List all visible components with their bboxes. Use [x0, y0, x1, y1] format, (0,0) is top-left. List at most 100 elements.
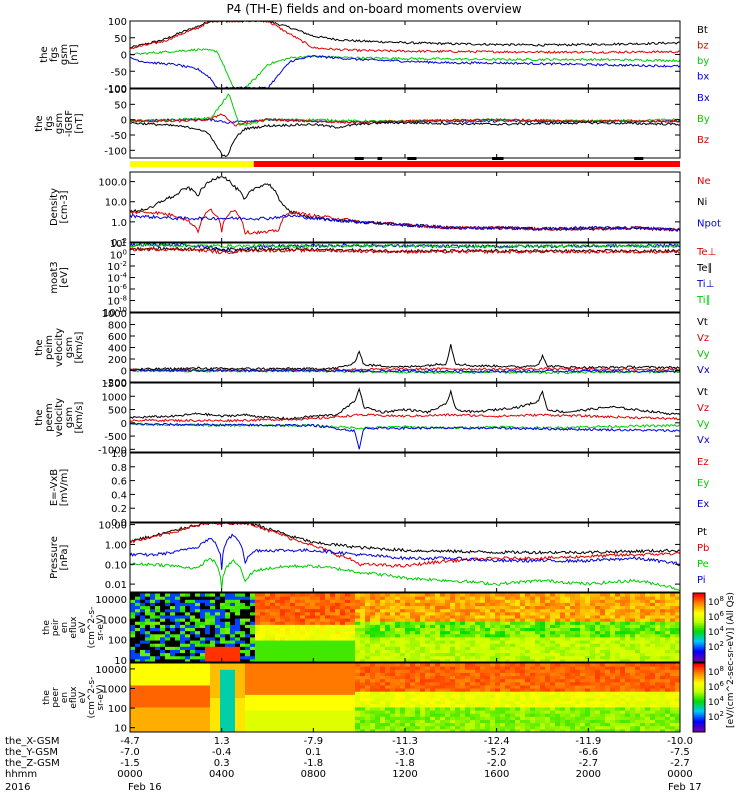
- ylabel-line: the: [34, 115, 45, 131]
- ylabel-line: sr-eV): [96, 684, 106, 710]
- ylabel-line: -IGRF: [64, 110, 75, 137]
- bottom-cell: -11.9: [575, 736, 601, 747]
- legend-item: Vx: [697, 365, 710, 376]
- ytick-label: 100: [108, 17, 127, 28]
- series-By: [130, 93, 680, 126]
- series-Ne: [130, 208, 680, 235]
- ylabel-line: gsm: [59, 44, 70, 65]
- legend-item: Bz: [697, 135, 709, 146]
- series-Vt: [130, 344, 680, 371]
- legend-item: By: [697, 114, 710, 125]
- ytick-label: 1000: [102, 615, 127, 626]
- ylabel-line: the: [39, 46, 50, 62]
- ytick-label: 10-10: [103, 306, 127, 319]
- ylabel-line: Pressure: [49, 536, 60, 579]
- bottom-row-label: the_X-GSM: [5, 736, 59, 747]
- bottom-row-label: hhmm: [5, 769, 37, 780]
- bottom-cell: 1600: [484, 769, 509, 780]
- ytick-label: 0.1: [111, 238, 127, 249]
- ytick-label: -50: [111, 131, 127, 142]
- ytick-label: 10: [114, 724, 127, 735]
- ytick-label: 100.0: [98, 178, 127, 189]
- ylabel-line: fgs: [44, 116, 55, 131]
- ylabel-line: peir: [51, 618, 61, 636]
- bottom-row-label: the_Y-GSM: [5, 747, 58, 758]
- ylabel-line: fgs: [49, 47, 60, 62]
- ytick-label: 100: [108, 636, 127, 647]
- ylabel-line: [km/s]: [74, 331, 85, 363]
- series-Vx: [130, 422, 680, 450]
- heatmap-cells: [130, 663, 681, 733]
- ytick-label: 100: [108, 704, 127, 715]
- ytick-label: 1000: [102, 684, 127, 695]
- ytick-label: 0.8: [111, 463, 127, 474]
- legend-item: Vt: [697, 387, 708, 398]
- ylabel-line: gsm: [64, 407, 75, 428]
- ylabel-line: [km/s]: [74, 401, 85, 433]
- bottom-cell: 2000: [576, 769, 601, 780]
- panel-frame: [129, 452, 681, 523]
- series-Vy: [130, 368, 680, 375]
- legend-item: bz: [697, 41, 709, 52]
- ytick-label: 500: [108, 406, 127, 417]
- date-start: Feb 16: [128, 782, 162, 793]
- ylabel-line: gsm: [64, 337, 75, 358]
- ytick-label: 100: [108, 85, 127, 96]
- ytick-label: -1000: [98, 445, 127, 456]
- series-by: [130, 48, 680, 88]
- legend-item: Vy: [697, 349, 710, 360]
- ytick-label: 1000: [102, 392, 127, 403]
- legend-item: Ez: [697, 457, 709, 468]
- series-bx: [130, 55, 680, 88]
- ytick-label: 10000: [95, 665, 127, 676]
- ylabel-line: en: [60, 692, 70, 703]
- legend-item: Vx: [697, 435, 710, 446]
- bottom-cell: -7.0: [120, 747, 140, 758]
- legend-item: Pi: [697, 575, 706, 586]
- legend-item: Bt: [697, 25, 708, 36]
- bottom-cell: -4.7: [120, 736, 140, 747]
- bottom-cell: -6.6: [579, 747, 599, 758]
- ytick-label: 0.0: [111, 518, 127, 529]
- heatmap-cells: [130, 593, 681, 663]
- ytick-label: 1.0: [111, 449, 127, 460]
- colorbar-1: 108 106 104 102: [692, 662, 724, 733]
- series-group: [130, 344, 680, 375]
- ytick-label: 10000: [95, 595, 127, 606]
- ylabel-line: the: [34, 339, 45, 355]
- ytick-label: 10-4: [107, 272, 127, 285]
- ylabel-line: velocity: [54, 328, 65, 367]
- panel-frame: [129, 171, 681, 243]
- ylabel-line: [nT]: [74, 113, 85, 133]
- ylabel-line: the: [42, 690, 52, 705]
- ylabel-line: en: [60, 622, 70, 633]
- date-end: Feb 17: [668, 782, 702, 793]
- ytick-label: -100: [104, 84, 127, 95]
- panel-9: 10000 1000 100 10 the peer en eflux eV (cm^2-s-sr…: [42, 662, 681, 735]
- ylabel-line: [nT]: [69, 44, 80, 64]
- ytick-label: 100: [110, 249, 127, 262]
- panel-5: 1500 1000 500 0 -500 -1000 the peem velocity gsm[…: [34, 379, 710, 456]
- bottom-cell: 0800: [301, 769, 326, 780]
- bottom-cell: 0.3: [214, 758, 230, 769]
- ylabel-line: Density: [49, 188, 60, 226]
- series-Bz: [130, 113, 680, 127]
- ytick-label: 10: [114, 656, 127, 667]
- series-group: [130, 523, 680, 592]
- ytick-label: 50: [114, 34, 127, 45]
- legend-item: Te∥: [696, 263, 713, 274]
- panel-1: 100 50 0 -50 -100 the fgs gsm -IGRF [nT] Bx By Bz: [34, 85, 710, 159]
- ytick-label: 10.0: [105, 198, 127, 209]
- series-Pt: [130, 523, 680, 555]
- colorbar-0: 108 106 104 102: [692, 592, 724, 663]
- bottom-cell: -12.4: [484, 736, 510, 747]
- legend-item: Vz: [697, 403, 709, 414]
- ytick-label: -50: [111, 67, 127, 78]
- bottom-cell: -11.3: [392, 736, 418, 747]
- ytick-label: 600: [108, 332, 127, 343]
- ylabel-line: eflux: [69, 616, 79, 639]
- ytick-label: 0.01: [105, 580, 127, 591]
- ytick-label: 1.0: [111, 218, 127, 229]
- bottom-cell: -1.5: [120, 758, 140, 769]
